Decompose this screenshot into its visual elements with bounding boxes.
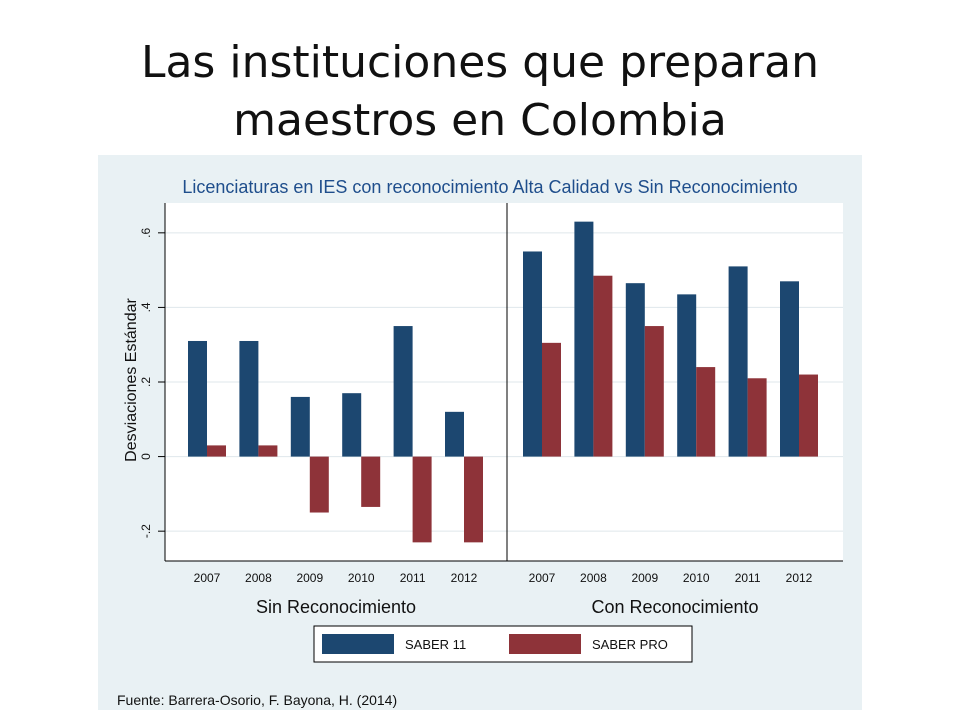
bar-sin-saber11-2009	[290, 396, 310, 457]
legend-swatch-saber11	[322, 634, 394, 654]
bar-sin-saber11-2010	[342, 393, 362, 457]
legend-label: SABER PRO	[592, 637, 668, 652]
bar-sin-saber11-2012	[445, 411, 464, 457]
bar-con-saber11-2011	[728, 266, 748, 457]
bar-con-saber11-2009	[625, 283, 645, 457]
bar-sin-saberpro-2012	[464, 456, 483, 543]
bar-con-saberpro-2011	[747, 378, 767, 457]
bar-con-saberpro-2012	[799, 374, 818, 457]
bar-con-saber11-2012	[780, 281, 799, 457]
bar-con-saberpro-2009	[644, 326, 664, 457]
bar-con-saber11-2010	[677, 294, 697, 457]
x-tick-label: 2008	[580, 571, 607, 585]
x-tick-label: 2010	[683, 571, 710, 585]
bar-con-saberpro-2010	[696, 367, 716, 457]
x-tick-label: 2012	[451, 571, 478, 585]
bar-sin-saber11-2011	[393, 326, 413, 457]
bar-sin-saberpro-2007	[207, 445, 226, 457]
x-tick-label: 2007	[529, 571, 556, 585]
y-tick-label: .6	[139, 228, 153, 238]
y-tick-label: -.2	[139, 524, 153, 538]
x-tick-label: 2009	[631, 571, 658, 585]
x-tick-label: 2007	[194, 571, 221, 585]
x-tick-label: 2010	[348, 571, 375, 585]
x-tick-label: 2011	[735, 571, 761, 585]
y-tick-label: .4	[139, 302, 153, 312]
bar-con-saber11-2008	[574, 221, 594, 457]
bar-sin-saber11-2008	[239, 340, 259, 457]
x-tick-label: 2008	[245, 571, 272, 585]
bar-sin-saberpro-2008	[258, 445, 278, 457]
bar-sin-saberpro-2011	[412, 456, 432, 543]
legend-swatch-saberpro	[509, 634, 581, 654]
bar-sin-saberpro-2010	[361, 456, 381, 507]
panel-label: Con Reconocimiento	[591, 597, 758, 617]
y-tick-label: 0	[139, 453, 153, 460]
bar-con-saberpro-2008	[593, 275, 613, 457]
x-tick-label: 2009	[296, 571, 323, 585]
x-tick-label: 2012	[786, 571, 813, 585]
bar-con-saberpro-2007	[542, 342, 561, 457]
x-tick-label: 2011	[400, 571, 426, 585]
y-tick-label: .2	[139, 377, 153, 387]
bar-sin-saberpro-2009	[309, 456, 329, 513]
source-note: Fuente: Barrera-Osorio, F. Bayona, H. (2…	[117, 692, 397, 708]
slide-title-line-2: maestros en Colombia	[233, 95, 727, 146]
chart-title: Licenciaturas en IES con reconocimiento …	[182, 177, 797, 197]
bar-sin-saber11-2007	[188, 340, 207, 457]
legend-label: SABER 11	[405, 637, 466, 652]
panel-label: Sin Reconocimiento	[256, 597, 416, 617]
y-axis-label: Desviaciones Estándar	[123, 298, 140, 462]
slide-title-line-1: Las instituciones que preparan	[140, 37, 820, 88]
bar-con-saber11-2007	[523, 251, 542, 457]
slide-title: Las instituciones que preparan maestros …	[0, 34, 960, 150]
